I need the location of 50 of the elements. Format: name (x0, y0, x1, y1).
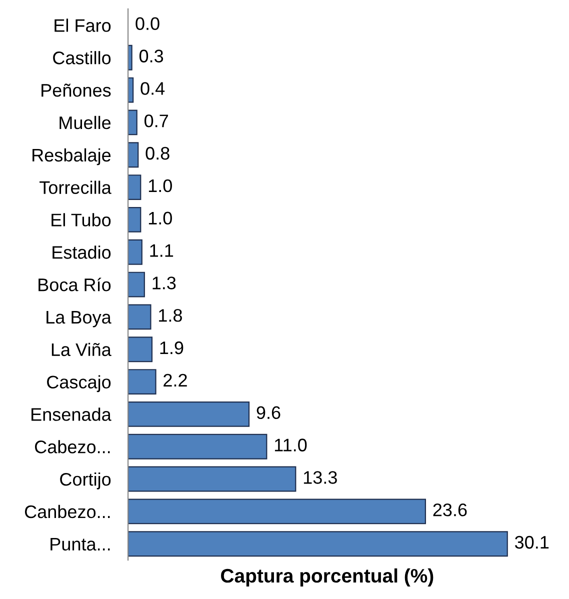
bar (128, 44, 132, 70)
y-tick-label: Peñones (42, 84, 111, 97)
y-tick-label: Canbezo... (24, 504, 110, 518)
data-label: 1.0 (148, 212, 172, 225)
bar (128, 304, 152, 330)
data-label: 0.0 (136, 17, 160, 30)
bar (128, 369, 156, 394)
data-label: 1.3 (152, 276, 176, 290)
bar (128, 272, 145, 298)
bar (128, 336, 153, 362)
y-tick-label: Torrecilla (40, 180, 112, 194)
y-tick-label: La Boya (46, 311, 112, 328)
data-label: 1.8 (159, 309, 182, 322)
bar (128, 142, 139, 168)
y-tick-label: Muelle (60, 116, 111, 130)
y-tick-label: Ensenada (32, 408, 112, 421)
data-label: 0.3 (139, 50, 164, 62)
y-tick-label: Cabezo... (34, 440, 110, 454)
data-label: 9.6 (256, 406, 280, 420)
bar (128, 498, 426, 524)
y-tick-label: El Faro (54, 18, 111, 32)
bar (128, 110, 138, 136)
bar (128, 174, 142, 200)
data-label: 1.9 (160, 341, 184, 354)
data-label: 1.0 (148, 179, 172, 192)
bar (128, 531, 508, 557)
y-tick-label: Castillo (53, 51, 111, 64)
y-tick-label: La Viña (52, 342, 112, 356)
data-label: 0.7 (144, 114, 168, 128)
bar (128, 466, 296, 492)
y-tick-label: El Tubo (52, 213, 111, 226)
y-tick-label: Estadio (52, 246, 111, 259)
data-label: 13.3 (304, 471, 337, 484)
data-label: 23.6 (433, 504, 467, 516)
y-tick-label: Boca Río (38, 278, 111, 292)
bar (128, 401, 250, 427)
data-label: 2.2 (164, 374, 187, 386)
data-label: 1.1 (150, 244, 174, 257)
data-label: 30.1 (514, 536, 549, 549)
y-tick-label: Cascajo (47, 375, 111, 392)
data-label: 0.4 (140, 82, 165, 95)
y-tick-label: Punta... (50, 538, 110, 551)
data-label: 11.0 (274, 438, 307, 452)
bar (128, 239, 142, 265)
x-axis-title: Captura porcentual (%) (221, 568, 434, 587)
bar (128, 434, 268, 460)
data-label: 0.8 (146, 146, 170, 160)
bar (128, 206, 142, 232)
y-tick-label: Resbalaje (32, 148, 111, 166)
y-tick-label: Cortijo (60, 472, 111, 490)
